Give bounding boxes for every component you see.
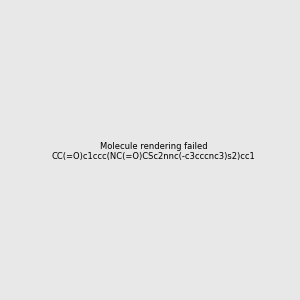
- Text: Molecule rendering failed
CC(=O)c1ccc(NC(=O)CSc2nnc(-c3cccnc3)s2)cc1: Molecule rendering failed CC(=O)c1ccc(NC…: [52, 142, 256, 161]
